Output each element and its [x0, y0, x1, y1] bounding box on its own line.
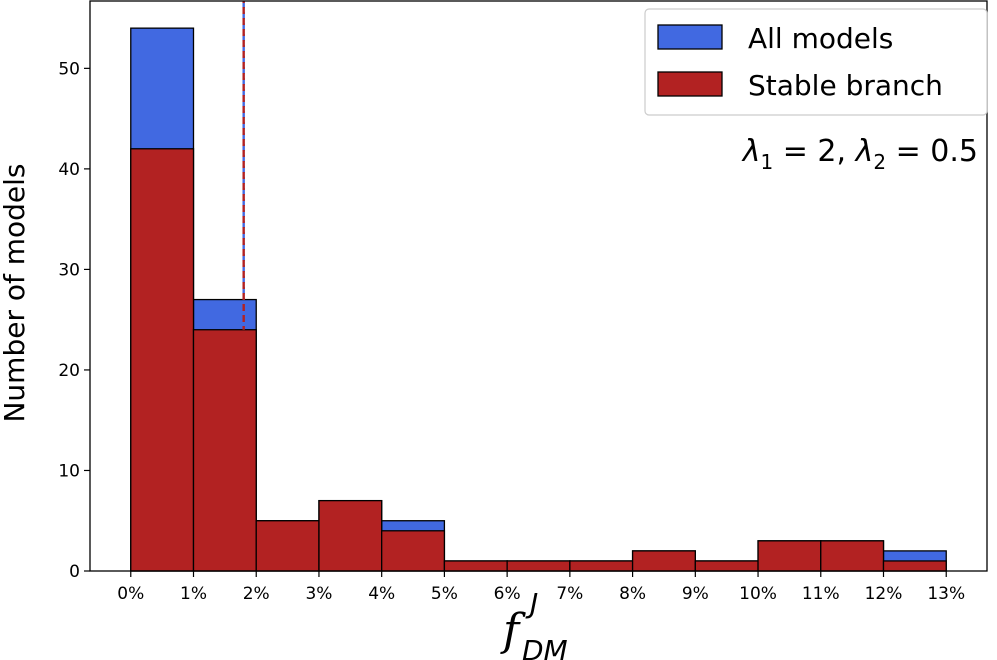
x-tick-label-2: 2% — [243, 584, 270, 604]
annotation-lambda-1: λ — [741, 134, 761, 169]
legend-swatch-all-models — [657, 24, 723, 50]
bar-stable-branch-4 — [381, 530, 446, 572]
x-tick-label-12: 12% — [865, 584, 903, 604]
y-axis-ticks: 0 10 20 30 40 50 — [58, 59, 90, 582]
y-tick-label-5: 50 — [58, 59, 80, 79]
legend-swatch-stable-branch — [657, 71, 723, 97]
x-tick-label-11: 11% — [802, 584, 840, 604]
bar-stable-branch-12 — [882, 560, 947, 572]
bar-stable-branch-2 — [255, 520, 320, 572]
annotation-value-2: = 0.5 — [886, 134, 978, 169]
legend-label-stable-branch: Stable branch — [748, 69, 943, 102]
x-axis-label-subscript: DM — [522, 634, 568, 660]
legend-frame — [644, 8, 988, 116]
bar-stable-branch-9 — [694, 560, 759, 572]
y-tick-label-3: 30 — [58, 260, 80, 280]
x-tick-label-0: 0% — [117, 584, 144, 604]
x-tick-label-6: 6% — [494, 584, 521, 604]
legend-label-all-models: All models — [748, 22, 893, 55]
bar-stable-branch-1 — [192, 329, 257, 572]
y-tick-label-2: 20 — [58, 361, 80, 381]
x-tick-label-4: 4% — [368, 584, 395, 604]
x-tick-label-7: 7% — [556, 584, 583, 604]
x-tick-label-5: 5% — [431, 584, 458, 604]
stable-branch-bars — [130, 148, 947, 572]
annotation-lambda-2: λ — [854, 134, 874, 169]
annotation-sub-1: 1 — [760, 150, 773, 174]
bar-stable-branch-0 — [130, 148, 195, 572]
bar-stable-branch-8 — [631, 550, 696, 572]
x-axis-ticks: 0% 1% 2% 3% 4% 5% 6% 7% 8% 9% 10% 11% 12% 13% — [117, 571, 965, 604]
y-tick-label-0: 0 — [69, 562, 80, 582]
x-axis-label-superscript: J — [525, 587, 538, 620]
x-tick-label-9: 9% — [682, 584, 709, 604]
bar-stable-branch-3 — [318, 499, 383, 572]
x-tick-label-3: 3% — [305, 584, 332, 604]
y-axis-label: Number of models — [0, 163, 31, 422]
y-tick-label-1: 10 — [58, 461, 80, 481]
bar-stable-branch-7 — [569, 560, 634, 572]
parameter-annotation: λ1 = 2, λ2 = 0.5 — [741, 134, 978, 174]
bar-stable-branch-10 — [757, 540, 822, 572]
y-tick-label-4: 40 — [58, 160, 80, 180]
bar-stable-branch-5 — [443, 560, 508, 572]
annotation-value-1: = 2, — [773, 134, 855, 169]
annotation-sub-2: 2 — [873, 150, 886, 174]
x-tick-label-1: 1% — [180, 584, 207, 604]
x-tick-label-10: 10% — [739, 584, 777, 604]
legend: All models Stable branch — [644, 8, 988, 116]
x-tick-label-13: 13% — [927, 584, 965, 604]
x-tick-label-8: 8% — [619, 584, 646, 604]
bar-stable-branch-6 — [506, 560, 571, 572]
bar-stable-branch-11 — [820, 540, 885, 572]
plot-frame — [89, 0, 988, 572]
